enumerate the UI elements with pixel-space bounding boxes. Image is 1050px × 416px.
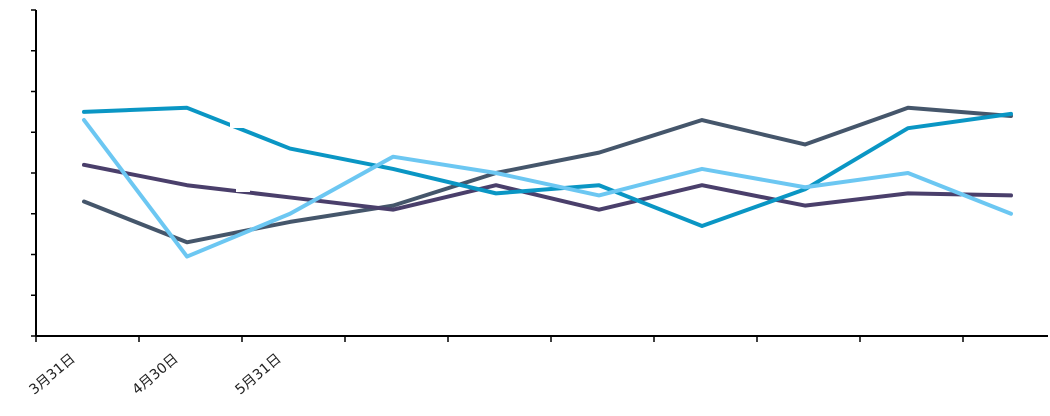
series-line-1 [82, 105, 1013, 245]
rendering-gap [950, 338, 1010, 348]
series-layer [82, 105, 1013, 259]
x-tick-label: 5月31日 [232, 351, 284, 398]
x-axis-tick-labels: 3月31日 4月30日 5月31日 [26, 351, 284, 398]
x-tick-label: 4月30日 [129, 351, 181, 398]
series-line-3 [82, 105, 1013, 228]
y-axis-ticks [31, 9, 36, 337]
rendering-gap [236, 184, 250, 192]
rendering-gap [440, 338, 500, 348]
x-axis-ticks [35, 336, 964, 342]
series-line-4 [82, 118, 1013, 259]
series-line-2 [82, 162, 1013, 212]
rendering-gap [230, 120, 244, 128]
rendering-gaps [230, 120, 1010, 348]
x-tick-label: 3月31日 [26, 351, 78, 398]
